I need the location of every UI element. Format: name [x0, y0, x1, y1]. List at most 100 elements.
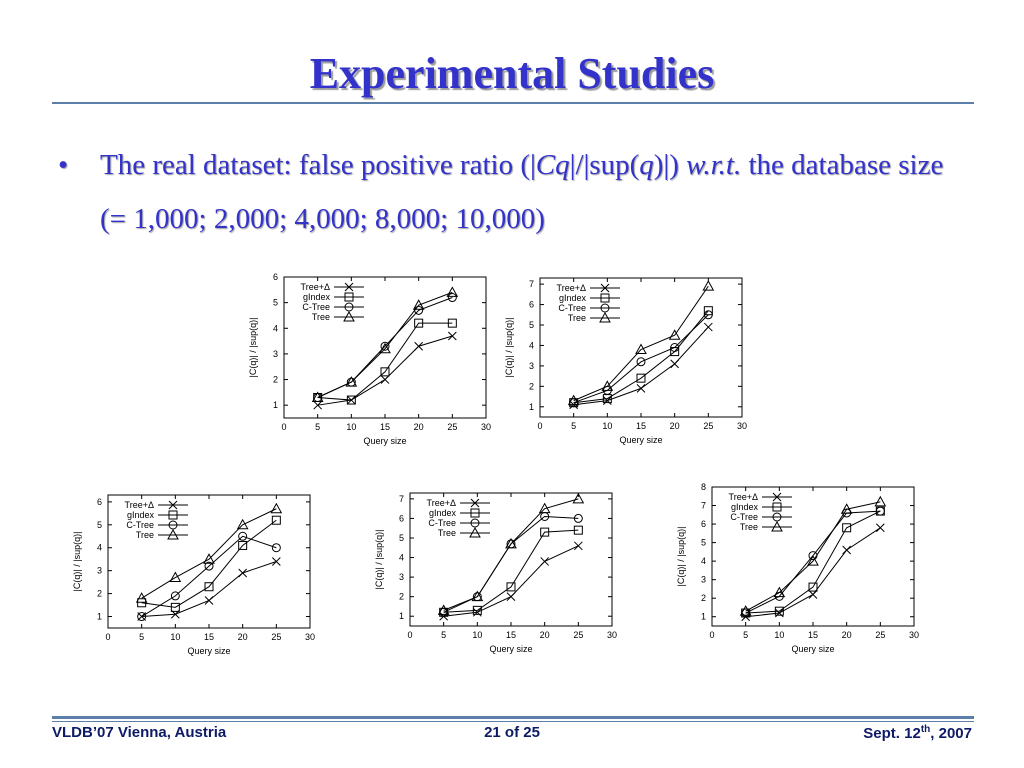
legend-marker [344, 282, 354, 292]
legend-marker [168, 500, 178, 510]
data-point [572, 492, 585, 504]
series-line [141, 508, 277, 599]
data-point [540, 527, 550, 537]
y-tick-label: 6 [701, 519, 706, 529]
legend-label: Tree [568, 313, 586, 323]
series-line [141, 535, 277, 617]
y-tick-label: 5 [529, 320, 534, 330]
data-point [446, 286, 459, 297]
x-tick-label: 5 [315, 422, 320, 432]
data-point [573, 513, 583, 523]
y-axis-label: |C(q)| / |sup(q)| [248, 318, 258, 378]
x-tick-label: 25 [573, 630, 583, 640]
data-point [135, 592, 148, 603]
x-axis-label: Query size [363, 436, 406, 446]
y-tick-label: 4 [701, 556, 706, 566]
x-axis-label: Query size [619, 435, 662, 445]
legend-marker [599, 311, 611, 323]
data-point [875, 523, 885, 533]
x-tick-label: 25 [703, 421, 713, 431]
data-point [311, 391, 324, 402]
y-tick-label: 3 [701, 575, 706, 585]
x-tick-label: 20 [540, 630, 550, 640]
y-tick-label: 6 [97, 497, 102, 507]
legend-label: C-Tree [558, 303, 586, 313]
data-point [380, 375, 390, 384]
data-point [238, 568, 248, 578]
y-tick-label: 5 [399, 533, 404, 543]
bullet-paragraph: • The real dataset: false positive ratio… [58, 138, 968, 246]
y-tick-label: 7 [399, 494, 404, 504]
data-point [636, 373, 646, 383]
data-point [636, 384, 646, 393]
y-tick-label: 7 [529, 279, 534, 289]
legend-marker [344, 292, 354, 302]
data-point [271, 557, 281, 566]
bullet-symbol: • [58, 149, 69, 181]
data-point [236, 518, 249, 530]
legend-label: C-Tree [730, 512, 758, 522]
chart-svg: 0 5 10 15 20 25 30 1 2 3 4 5 6 7 8 Query size |C(q)| / |… [676, 482, 919, 654]
y-tick-label: 7 [701, 501, 706, 511]
data-point [567, 394, 580, 406]
data-point [170, 591, 180, 601]
chart-5: 0 5 10 15 20 25 30 1 2 3 4 5 6 7 8 Query size |C(q)| / |… [674, 482, 924, 658]
x-tick-label: 5 [571, 421, 576, 431]
x-tick-label: 5 [139, 632, 144, 642]
legend-label: Tree+Δ [729, 492, 758, 502]
y-tick-label: 3 [529, 361, 534, 371]
y-tick-label: 3 [399, 572, 404, 582]
slide-title: Experimental Studies [309, 49, 715, 98]
series-line [745, 510, 881, 614]
bullet-text-italic: Cq [535, 149, 570, 181]
y-tick-label: 3 [97, 566, 102, 576]
data-point [538, 502, 551, 514]
data-point [137, 598, 147, 608]
data-point [472, 607, 482, 617]
legend-marker [470, 498, 480, 508]
footer-date: Sept. 12th, 2007 [863, 724, 972, 742]
data-point [414, 318, 424, 328]
bullet-text-italic: q [639, 149, 654, 181]
x-tick-label: 0 [537, 421, 542, 431]
data-point [447, 331, 457, 341]
data-point [703, 310, 713, 320]
y-tick-label: 4 [97, 543, 102, 553]
footer-page-number: 21 of 25 [484, 724, 540, 741]
bullet-text-italic: w.r.t. [686, 149, 742, 181]
data-point [437, 604, 450, 615]
data-point [506, 592, 516, 602]
chart-2: 0 5 10 15 20 25 30 1 2 3 4 5 6 7 Query size |C(q)| / |s… [502, 273, 752, 449]
series-line [317, 322, 453, 401]
y-tick-label: 8 [701, 482, 706, 492]
x-axis-label: Query size [489, 644, 532, 654]
x-tick-label: 25 [271, 632, 281, 642]
series-line [573, 285, 709, 402]
data-point [540, 557, 550, 566]
x-axis-label: Query size [791, 644, 834, 654]
x-tick-label: 20 [238, 632, 248, 642]
data-point [238, 531, 248, 541]
y-axis-label: |C(q)| / |sup(q)| [676, 527, 686, 587]
legend-marker [167, 528, 179, 540]
data-point [238, 540, 248, 550]
footer-divider [52, 716, 974, 719]
bullet-text-part: |/|sup( [569, 149, 640, 181]
x-axis-label: Query size [187, 646, 230, 656]
series-line [745, 510, 881, 614]
legend-label: gIndex [731, 502, 759, 512]
legend-label: gIndex [429, 508, 457, 518]
chart-svg: 0 5 10 15 20 25 30 1 2 3 4 5 6 7 Query size |C(q)| / |s… [374, 492, 617, 654]
legend-label: Tree [136, 530, 154, 540]
data-point [271, 515, 281, 525]
x-tick-label: 20 [414, 422, 424, 432]
y-tick-label: 1 [701, 612, 706, 622]
x-tick-label: 30 [607, 630, 617, 640]
legend-marker [772, 492, 782, 502]
legend-label: Tree [312, 312, 330, 322]
data-point [808, 590, 818, 599]
data-point [840, 503, 853, 514]
x-tick-label: 20 [670, 421, 680, 431]
legend-label: Tree [740, 522, 758, 532]
data-point [670, 343, 680, 352]
